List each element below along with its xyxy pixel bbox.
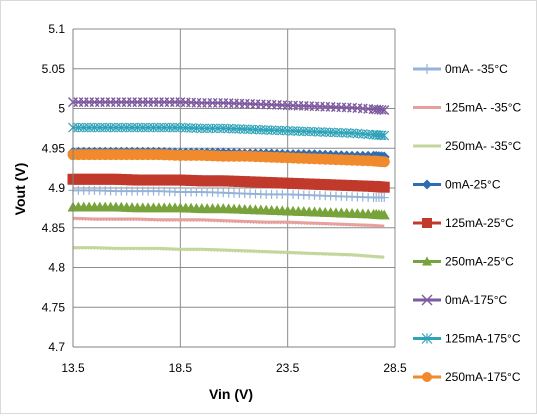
legend-item: 0mA- -35°C bbox=[413, 62, 508, 76]
x-tick-label: 28.5 bbox=[383, 361, 407, 375]
legend-label: 125mA- -35°C bbox=[445, 101, 521, 115]
data-point bbox=[379, 182, 390, 193]
series-7 bbox=[69, 98, 389, 115]
y-tick-label: 4.8 bbox=[48, 261, 65, 275]
x-tick-labels: 13.5 18.5 23.5 28.5 bbox=[61, 361, 407, 375]
legend-label: 0mA-175°C bbox=[445, 293, 507, 307]
y-tick-label: 5.1 bbox=[48, 22, 65, 36]
series-3 bbox=[73, 248, 384, 259]
legend-label: 250mA- -35°C bbox=[445, 139, 521, 153]
data-point bbox=[422, 64, 432, 74]
legend-label: 125mA-175°C bbox=[445, 332, 521, 346]
y-tick-label: 4.7 bbox=[48, 340, 65, 354]
legend-item: 0mA-25°C bbox=[413, 178, 501, 192]
legend: 0mA- -35°C 125mA- -35°C 250mA- -35°C 0mA-25… bbox=[413, 62, 521, 384]
series-8 bbox=[69, 123, 389, 140]
legend-item: 125mA- -35°C bbox=[413, 101, 521, 115]
series-2 bbox=[73, 218, 384, 227]
legend-item: 0mA-175°C bbox=[413, 293, 507, 307]
legend-label: 0mA-25°C bbox=[445, 178, 501, 192]
legend-item: 125mA-25°C bbox=[413, 216, 514, 230]
y-tick-label: 4.75 bbox=[42, 300, 66, 314]
y-tick-label: 5.05 bbox=[42, 62, 66, 76]
legend-label: 250mA-25°C bbox=[445, 255, 514, 269]
series-6 bbox=[68, 202, 390, 220]
y-tick-label: 4.95 bbox=[42, 141, 66, 155]
y-tick-label: 4.9 bbox=[48, 181, 65, 195]
data-point bbox=[422, 372, 432, 382]
legend-label: 0mA- -35°C bbox=[445, 62, 508, 76]
x-axis-label: Vin (V) bbox=[209, 386, 253, 402]
legend-label: 125mA-25°C bbox=[445, 216, 514, 230]
y-axis-label: Vout (V) bbox=[12, 163, 28, 216]
x-tick-label: 18.5 bbox=[169, 361, 193, 375]
y-tick-label: 5 bbox=[58, 102, 65, 116]
data-point bbox=[379, 156, 390, 167]
legend-item: 250mA-25°C bbox=[413, 255, 514, 269]
x-tick-label: 13.5 bbox=[61, 361, 85, 375]
legend-item: 125mA-175°C bbox=[413, 332, 521, 346]
data-point bbox=[422, 218, 432, 228]
y-tick-label: 4.85 bbox=[42, 221, 66, 235]
legend-item: 250mA- -35°C bbox=[413, 139, 521, 153]
legend-item: 250mA-175°C bbox=[413, 370, 521, 384]
data-point bbox=[422, 180, 432, 190]
series-line bbox=[73, 218, 384, 226]
legend-label: 250mA-175°C bbox=[445, 370, 521, 384]
y-tick-labels: 4.7 4.75 4.8 4.85 4.9 4.95 5 5.05 5.1 bbox=[42, 22, 66, 354]
series-layer bbox=[68, 98, 390, 259]
x-tick-label: 23.5 bbox=[276, 361, 300, 375]
